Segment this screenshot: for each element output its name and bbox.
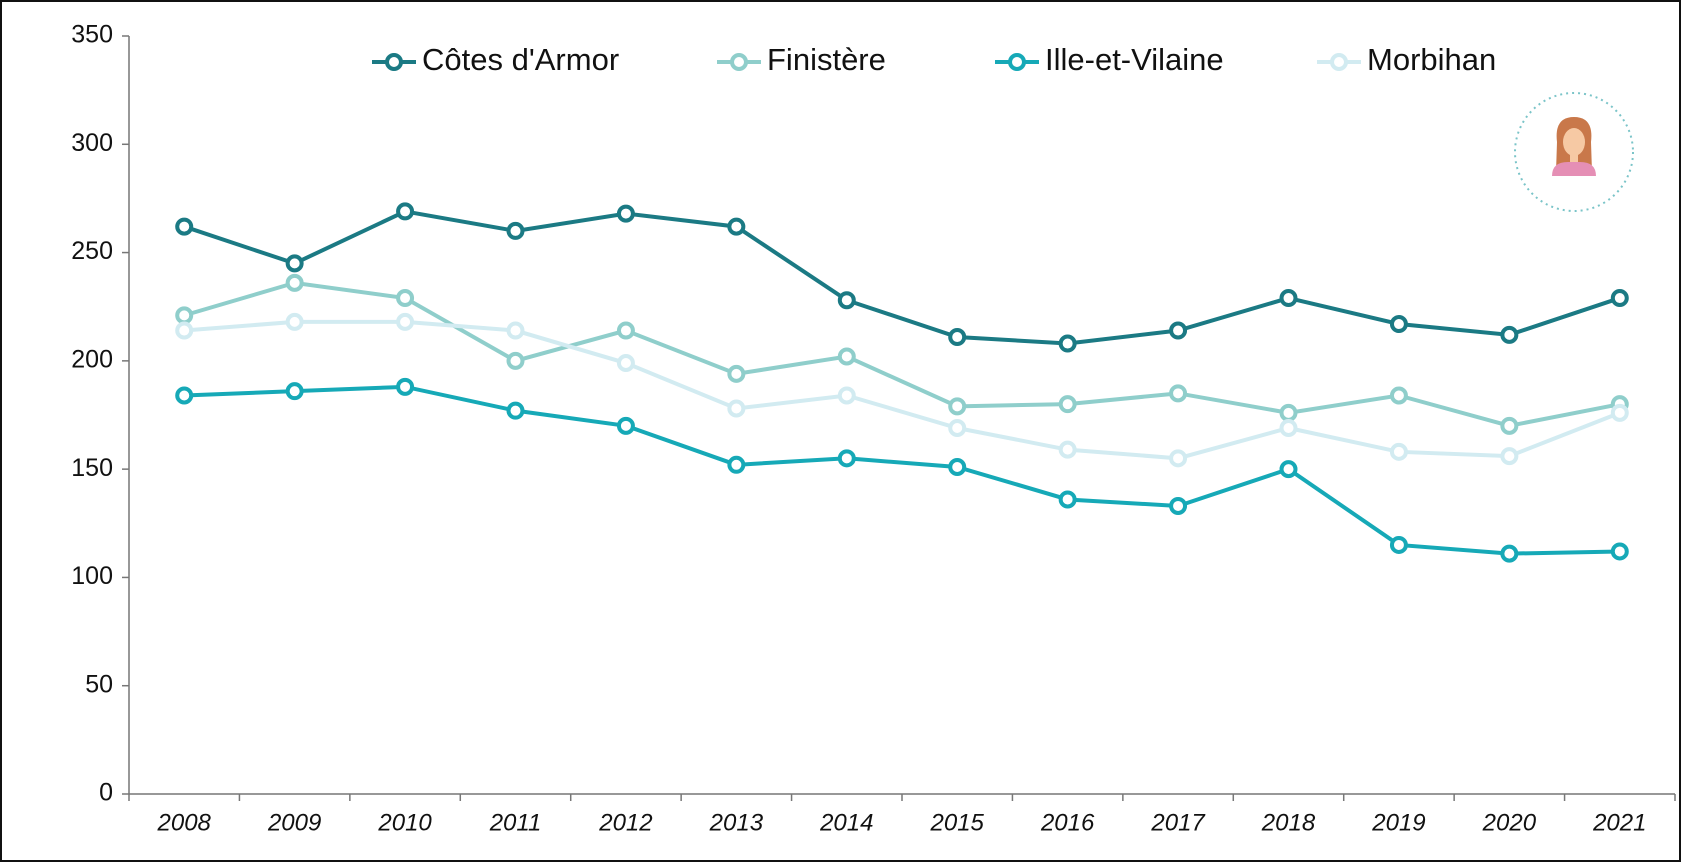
data-point [177,220,191,234]
legend-label: Ille-et-Vilaine [1045,42,1224,77]
data-point [509,404,523,418]
data-point [1171,499,1185,513]
data-point [1613,291,1627,305]
legend-marker [1332,55,1346,69]
data-point [177,308,191,322]
data-point [1502,328,1516,342]
legend-label: Finistère [767,42,886,77]
x-tick-label: 2013 [709,809,764,836]
data-point [1502,449,1516,463]
x-tick-label: 2016 [1040,809,1095,836]
y-tick-label: 250 [71,237,113,265]
data-point [1061,337,1075,351]
data-point [1171,451,1185,465]
data-point [729,367,743,381]
data-point [1392,445,1406,459]
data-point [950,460,964,474]
data-point [1613,406,1627,420]
legend-marker [732,55,746,69]
legend-label: Morbihan [1367,42,1496,77]
data-point [840,293,854,307]
x-tick-label: 2018 [1261,809,1316,836]
y-tick-label: 100 [71,562,113,590]
x-tick-label: 2008 [157,809,212,836]
data-point [509,324,523,338]
data-point [729,458,743,472]
data-point [619,324,633,338]
data-point [509,224,523,238]
legend-label: Côtes d'Armor [422,42,619,77]
x-tick-label: 2011 [489,809,542,836]
data-point [177,389,191,403]
data-point [950,399,964,413]
data-point [950,330,964,344]
data-point [1282,406,1296,420]
data-point [1392,538,1406,552]
data-point [1392,317,1406,331]
x-tick-label: 2012 [598,809,652,836]
y-tick-label: 200 [71,345,113,373]
data-point [840,389,854,403]
y-tick-label: 50 [85,670,113,698]
x-tick-label: 2015 [930,809,985,836]
data-point [729,402,743,416]
data-point [840,451,854,465]
data-point [1502,419,1516,433]
y-tick-label: 0 [99,779,113,807]
data-point [288,256,302,270]
data-point [619,419,633,433]
data-point [398,380,412,394]
data-point [1502,547,1516,561]
x-tick-label: 2019 [1371,809,1425,836]
data-point [288,276,302,290]
data-point [1613,544,1627,558]
y-tick-label: 150 [71,454,113,482]
data-point [619,356,633,370]
x-tick-label: 2014 [819,809,873,836]
x-tick-label: 2021 [1592,809,1646,836]
data-point [177,324,191,338]
legend-marker [1010,55,1024,69]
data-point [1061,492,1075,506]
chart: 0 50 100 150 200 250 300 350 2008 2009 2010 2011 201… [0,0,1681,862]
data-point [1171,324,1185,338]
data-point [950,421,964,435]
legend-marker [387,55,401,69]
data-point [288,315,302,329]
data-point [398,204,412,218]
data-point [1392,389,1406,403]
x-tick-label: 2017 [1150,809,1206,836]
x-tick-label: 2020 [1482,809,1537,836]
data-point [398,291,412,305]
x-tick-label: 2009 [267,809,321,836]
data-point [1282,421,1296,435]
chart-border [1,1,1680,861]
y-tick-label: 350 [71,21,113,49]
data-point [840,350,854,364]
data-point [1282,291,1296,305]
data-point [288,384,302,398]
x-tick-label: 2010 [377,809,432,836]
page: 0 50 100 150 200 250 300 350 2008 2009 2010 2011 201… [0,0,1681,862]
data-point [1171,386,1185,400]
data-point [1061,443,1075,457]
data-point [619,207,633,221]
data-point [729,220,743,234]
data-point [509,354,523,368]
data-point [398,315,412,329]
y-tick-label: 300 [71,129,113,157]
data-point [1282,462,1296,476]
data-point [1061,397,1075,411]
